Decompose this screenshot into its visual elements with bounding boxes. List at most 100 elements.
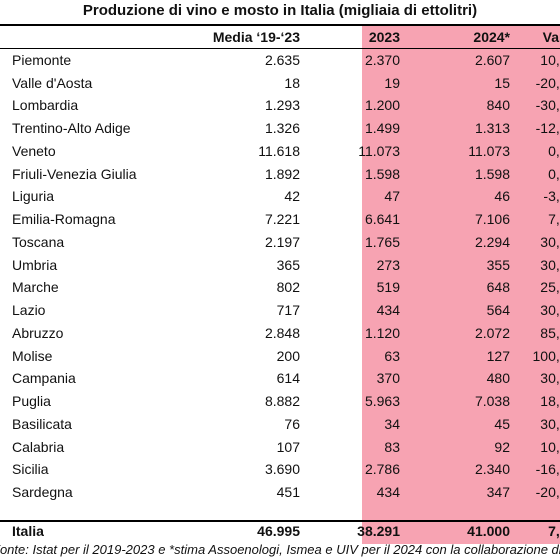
header-media: Media ‘19-‘23 [212, 29, 300, 45]
wine-production-table: Media ‘19-‘23 2023 2024* Var.% Piemonte 2… [0, 26, 560, 543]
cell-2024: 564 [486, 302, 510, 318]
cell-2023: 1.765 [364, 233, 400, 250]
cell-media: 1.293 [264, 97, 300, 114]
cell-media: 2.848 [264, 324, 300, 341]
cell-var: 100,0% [532, 347, 560, 364]
highlight-column-2024 [362, 24, 560, 544]
cell-region: Friuli-Venezia Giulia [12, 165, 137, 182]
cell-var: -20,0% [535, 74, 560, 91]
cell-region: Calabria [12, 438, 65, 455]
cell-media: 1.892 [264, 165, 300, 182]
cell-media: 3.690 [264, 461, 300, 478]
cell-2023: 47 [384, 188, 400, 205]
cell-2024: 7.038 [474, 393, 510, 409]
cell-region: Puglia [12, 393, 51, 409]
cell-region: Emilia-Romagna [12, 211, 116, 227]
cell-2024: 15 [494, 74, 510, 91]
table-row: Toscana 2.197 1.765 2.294 30,0% [0, 231, 560, 254]
cell-2023: 370 [376, 370, 400, 387]
cell-2023: 1.120 [364, 324, 400, 341]
table-row: Valle d'Aosta 18 19 15 -20,0% [0, 72, 560, 95]
cell-region: Trentino-Alto Adige [12, 120, 131, 136]
cell-media: 365 [276, 256, 300, 273]
cell-region: Sardegna [12, 484, 73, 500]
cell-2023: 1.200 [364, 97, 400, 114]
table-row: Molise 200 63 127 100,0% [0, 345, 560, 368]
cell-2024: 45 [494, 415, 510, 432]
cell-2024: 7.106 [474, 211, 510, 227]
cell-var: 7,0% [548, 211, 560, 227]
cell-2023: 1.598 [364, 165, 400, 182]
total-row: Italia 46.995 38.291 41.000 7,1% [0, 520, 560, 543]
cell-media: 46.995 [257, 522, 300, 539]
cell-2024: 92 [494, 438, 510, 455]
table-row: Liguria 42 47 46 -3,0% [0, 185, 560, 208]
cell-media: 717 [276, 302, 300, 318]
cell-media: 42 [284, 188, 300, 205]
cell-media: 2.635 [264, 51, 300, 68]
cell-2023: 5.963 [364, 393, 400, 409]
cell-var: 85,0% [540, 324, 560, 341]
cell-var: 0,0% [548, 165, 560, 182]
table-row: Marche 802 519 648 25,0% [0, 276, 560, 299]
header-var: Var.% [542, 29, 560, 45]
cell-region: Italia [12, 522, 44, 539]
cell-2023: 1.499 [364, 120, 400, 136]
cell-media: 11.618 [258, 142, 300, 159]
table-row: Calabria 107 83 92 10,0% [0, 436, 560, 459]
cell-2023: 2.370 [364, 51, 400, 68]
cell-media: 107 [276, 438, 300, 455]
table-row: Basilicata 76 34 45 30,0% [0, 413, 560, 436]
top-rule [0, 24, 560, 26]
total-rule [0, 520, 560, 522]
cell-region: Campania [12, 370, 76, 387]
table-row: Sicilia 3.690 2.786 2.340 -16,0% [0, 458, 560, 481]
cell-region: Piemonte [12, 51, 72, 68]
cell-var: 30,0% [540, 370, 560, 387]
header-2023: 2023 [368, 29, 400, 45]
cell-var: 30,0% [540, 256, 560, 273]
cell-region: Lazio [12, 302, 46, 318]
cell-var: 30,0% [540, 233, 560, 250]
source-footnote: Fonte: Istat per il 2019-2023 e *stima A… [0, 540, 560, 560]
table-row: Trentino-Alto Adige 1.326 1.499 1.313 -12,4% [0, 117, 560, 140]
cell-media: 614 [276, 370, 300, 387]
cell-2023: 63 [384, 347, 400, 364]
cell-2023: 273 [376, 256, 400, 273]
cell-2024: 2.294 [474, 233, 510, 250]
table-row: Piemonte 2.635 2.370 2.607 10,0% [0, 49, 560, 72]
cell-var: 18,0% [540, 393, 560, 409]
cell-media: 8.882 [264, 393, 300, 409]
cell-2024: 2.340 [474, 461, 510, 478]
cell-region: Liguria [12, 188, 55, 205]
header-region [0, 26, 180, 49]
table-row: Campania 614 370 480 30,0% [0, 367, 560, 390]
cell-2024: 840 [486, 97, 510, 114]
cell-media: 1.326 [264, 120, 300, 136]
cell-2023: 2.786 [364, 461, 400, 478]
cell-2023: 434 [376, 484, 400, 500]
cell-2024: 347 [486, 484, 510, 500]
table-row: Abruzzo 2.848 1.120 2.072 85,0% [0, 322, 560, 345]
footnote-text: Fonte: Istat per il 2019-2023 e *stima A… [0, 542, 560, 557]
cell-2024: 127 [486, 347, 510, 364]
cell-2024: 1.313 [474, 120, 510, 136]
cell-media: 200 [276, 347, 300, 364]
cell-region: Valle d'Aosta [12, 74, 93, 91]
cell-2023: 519 [376, 279, 400, 296]
cell-region: Sicilia [12, 461, 49, 478]
cell-2023: 83 [384, 438, 400, 455]
cell-2023: 38.291 [357, 522, 400, 539]
table-title: Produzione di vino e mosto in Italia (mi… [82, 2, 478, 19]
cell-var: 10,0% [540, 438, 560, 455]
table-row: Veneto 11.618 11.073 11.073 0,0% [0, 140, 560, 163]
cell-2024: 11.073 [468, 142, 510, 159]
table-row: Umbria 365 273 355 30,0% [0, 254, 560, 277]
cell-region: Lombardia [12, 97, 79, 114]
table-row: Puglia 8.882 5.963 7.038 18,0% [0, 390, 560, 413]
cell-var: 30,0% [540, 302, 560, 318]
cell-2024: 2.607 [474, 51, 510, 68]
cell-region: Umbria [12, 256, 58, 273]
cell-var: 10,0% [540, 51, 560, 68]
cell-var: -30,0% [535, 97, 560, 114]
